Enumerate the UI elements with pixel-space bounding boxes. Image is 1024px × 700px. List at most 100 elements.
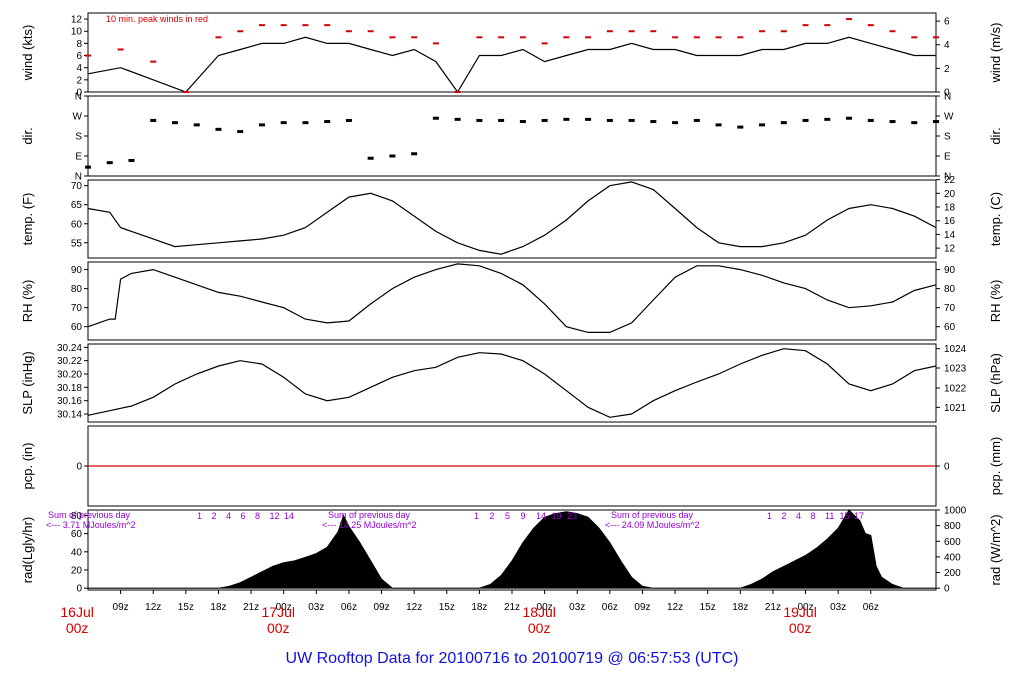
- x-tick-label: 09z: [373, 602, 389, 613]
- x-tick-label: 06z: [863, 602, 879, 613]
- rad-left-tick-label: 0: [76, 584, 82, 595]
- rh-left-tick-label: 70: [71, 303, 83, 314]
- dir-point: [237, 130, 244, 134]
- x-tick-label: 15z: [439, 602, 455, 613]
- x-tick-label: 21z: [504, 602, 520, 613]
- slp-left-tick-label: 30.14: [57, 410, 82, 421]
- x-day-label: 19Jul: [783, 604, 816, 620]
- rh-ylabel-right: RH (%): [988, 280, 1003, 323]
- wind-left-tick-label: 8: [76, 39, 82, 50]
- dir-point: [193, 123, 200, 127]
- pcp-right-tick-label: 0: [944, 462, 950, 473]
- rad-hour-mark: 9: [521, 511, 526, 521]
- dir-left-tick-label: W: [73, 112, 83, 123]
- rad-hour-mark: 14: [284, 511, 294, 521]
- slp-right-tick-label: 1023: [944, 364, 967, 375]
- x-tick-label: 06z: [602, 602, 618, 613]
- dir-ylabel-right: dir.: [988, 127, 1003, 144]
- dir-right-tick-label: W: [944, 112, 954, 123]
- wind-ylabel-left: wind (kts): [20, 25, 35, 82]
- dir-point: [911, 121, 918, 125]
- slp-right-tick-label: 1022: [944, 384, 967, 395]
- rad-hour-mark: 6: [241, 511, 246, 521]
- x-tick-label: 18z: [471, 602, 487, 613]
- rad-ylabel-right: rad (W/m^2): [988, 514, 1003, 585]
- rad-right-tick-label: 1000: [944, 506, 967, 517]
- rad-hour-mark: 15: [840, 511, 850, 521]
- slp-right-tick-label: 1024: [944, 344, 967, 355]
- rad-hour-mark: 17: [854, 511, 864, 521]
- wind-left-tick-label: 10: [71, 27, 83, 38]
- temp-ylabel-right: temp. (C): [988, 192, 1003, 246]
- rad-right-tick-label: 800: [944, 521, 961, 532]
- dir-point: [106, 161, 113, 165]
- rad-hour-mark: 19: [552, 511, 562, 521]
- x-tick-label: 09z: [634, 602, 650, 613]
- dir-right-tick-label: N: [944, 172, 951, 183]
- x-tick-label: 00z: [276, 602, 292, 613]
- x-tick-label: 09z: [113, 602, 129, 613]
- rad-hour-mark: 2: [490, 511, 495, 521]
- rad-right-tick-label: 0: [944, 584, 950, 595]
- rad-sum-value: <--- 24.09 MJoules/m^2: [605, 520, 700, 530]
- x-tick-label: 06z: [341, 602, 357, 613]
- x-tick-label: 00z: [537, 602, 553, 613]
- slp-ylabel-right: SLP (hPa): [988, 353, 1003, 413]
- x-day-label: 17Jul: [262, 604, 295, 620]
- rad-left-tick-label: 80: [71, 511, 83, 522]
- x-day-label: 16Jul: [60, 604, 93, 620]
- slp-left-tick-label: 30.20: [57, 370, 82, 381]
- slp-ylabel-left: SLP (inHg): [20, 351, 35, 414]
- temp-left-tick-label: 65: [71, 200, 83, 211]
- temp-right-tick-label: 12: [944, 244, 956, 255]
- dir-point: [454, 117, 461, 121]
- dir-point: [476, 118, 483, 122]
- dir-point: [150, 118, 157, 122]
- rh-left-tick-label: 60: [71, 322, 83, 333]
- dir-frame: [87, 95, 937, 177]
- dir-point: [302, 121, 309, 125]
- rh-ylabel-left: RH (%): [20, 280, 35, 323]
- x-tick-label: 03z: [569, 602, 585, 613]
- wind-left-tick-label: 0: [76, 88, 82, 99]
- temp-ylabel-left: temp. (F): [20, 193, 35, 246]
- slp-right-tick-label: 1021: [944, 403, 967, 414]
- dir-point: [672, 121, 679, 125]
- wind-left-tick-label: 6: [76, 51, 82, 62]
- rad-hour-mark: 8: [255, 511, 260, 521]
- dir-point: [650, 120, 657, 124]
- dir-point: [85, 165, 91, 169]
- dir-point: [345, 118, 352, 122]
- x-tick-label: 15z: [178, 602, 194, 613]
- temp-left-tick-label: 55: [71, 238, 83, 249]
- rad-sum-value: <--- 14.25 MJoules/m^2: [322, 520, 417, 530]
- rad-hour-mark: 4: [796, 511, 801, 521]
- wind-frame: [87, 12, 937, 93]
- temp-line: [87, 181, 937, 255]
- dir-point: [171, 121, 178, 125]
- wind-right-tick-label: 4: [944, 40, 950, 51]
- rad-hour-mark: 2: [782, 511, 787, 521]
- rad-hour-mark: 12: [270, 511, 280, 521]
- rad-hour-mark: 11: [825, 511, 834, 521]
- dir-point: [606, 118, 613, 122]
- dir-point: [541, 118, 548, 122]
- rad-ylabel-left: rad(Lgly/hr): [20, 517, 35, 583]
- rad-right-tick-label: 200: [944, 568, 961, 579]
- wind-right-tick-label: 6: [944, 17, 950, 28]
- rad-sum-title: Sum of previous day: [328, 510, 411, 520]
- x-tick-label: 21z: [243, 602, 259, 613]
- rad-hour-mark: 1: [474, 511, 479, 521]
- rad-sum-value: <--- 3.71 MJoules/m^2: [46, 520, 136, 530]
- x-tick-label: 03z: [308, 602, 324, 613]
- rad-sum-title: Sum of previous day: [611, 510, 694, 520]
- dir-point: [933, 120, 939, 124]
- dir-point: [432, 116, 439, 120]
- dir-point: [411, 152, 418, 156]
- rh-line: [87, 263, 937, 333]
- x-tick-label: 00z: [797, 602, 813, 613]
- wind-ylabel-right: wind (m/s): [988, 23, 1003, 84]
- rh-right-tick-label: 80: [944, 284, 956, 295]
- dir-point: [867, 118, 874, 122]
- slp-left-tick-label: 30.16: [57, 396, 82, 407]
